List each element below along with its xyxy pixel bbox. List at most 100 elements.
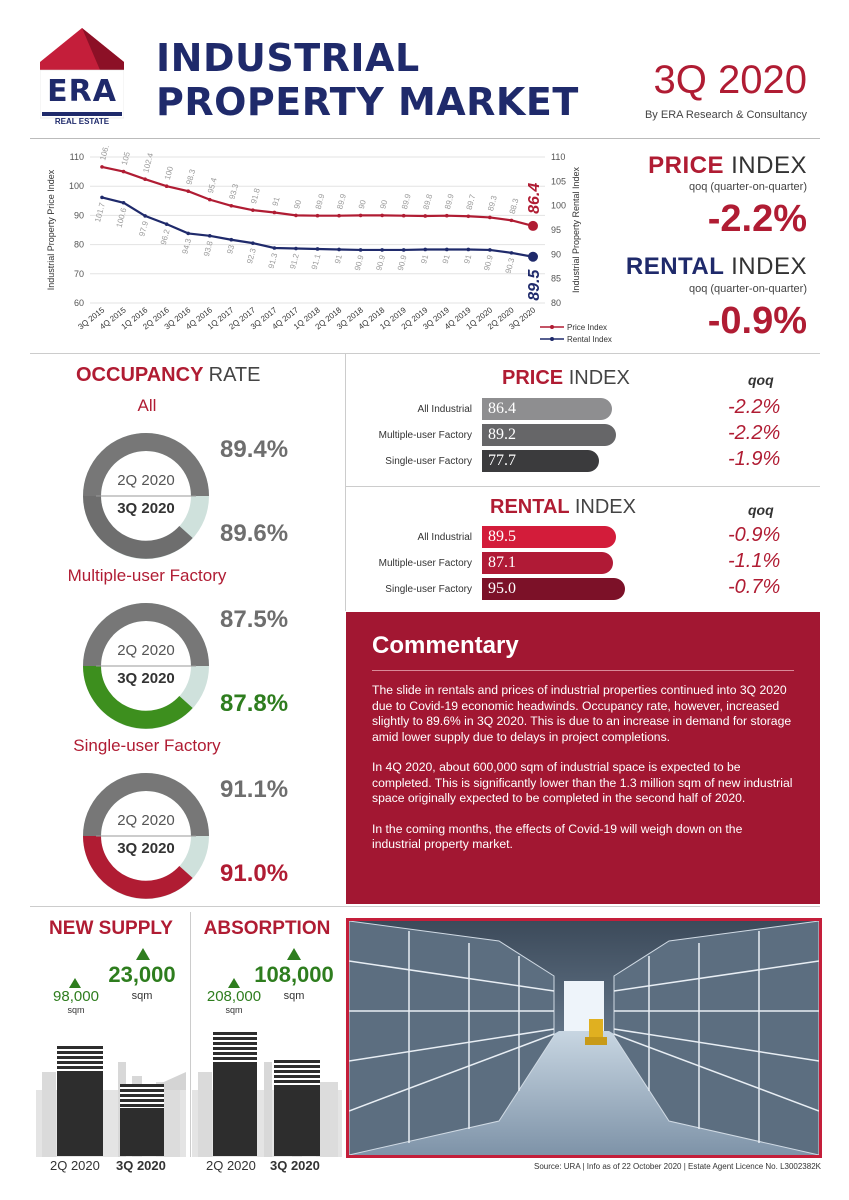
y-tick-label: 80 [74,240,84,250]
legend-marker [550,325,554,329]
occupancy-category-label: Multiple-user Factory [67,566,227,585]
y2-tick-label: 105 [551,176,566,186]
rental-index-point [186,231,190,236]
commentary-paragraph-1: The slide in rentals and prices of indus… [372,683,792,744]
price-index-point [488,215,492,220]
price-index-point [528,220,538,231]
rental-data-label: 90.9 [374,254,387,272]
price-data-label: 89.9 [400,192,413,210]
occupancy-prev-value: 91.1% [220,776,289,803]
rental-last-label: 89.5 [526,269,543,301]
warehouse-photo [346,918,822,1158]
price-data-label: 88.3 [508,197,521,215]
bar-row-label: Single-user Factory [385,584,472,595]
legend-marker [550,337,554,341]
occupancy-category-label: Single-user Factory [73,736,221,755]
new-supply-panel: NEW SUPPLY 98,000 sqm 23,000 sqm [36,912,186,1157]
rental-index-point [100,195,104,200]
y2-tick-label: 110 [551,152,565,162]
price-data-label: 90 [357,198,368,209]
title-line-2: PROPERTY MARKET [156,80,579,124]
rental-index-point [423,247,428,252]
y-tick-label: 60 [74,298,84,308]
new-supply-title: NEW SUPPLY [49,918,173,939]
price-index-point [229,203,234,208]
price-data-label: 89.9 [335,192,348,210]
commentary-title: Commentary [372,632,519,659]
rental-data-label: 91 [333,253,344,264]
price-data-label: 89.9 [314,192,327,210]
price-data-label: 98.3 [184,168,197,186]
price-data-label: 93.3 [228,182,241,200]
y-tick-label: 100 [69,181,84,191]
price-index-point [358,213,363,218]
bar-row-label: All Industrial [417,532,472,543]
index-bar: 86.4 [482,398,612,420]
absorption-prev-value: 208,000 [206,988,262,1005]
rental-bars-index-word: INDEX [574,496,636,518]
price-index-point [186,189,190,193]
era-logo: ERA REAL ESTATE [39,26,125,126]
rental-index-point [251,241,255,245]
supply-curr-label: 3Q 2020 [116,1158,166,1173]
donut-curr-arc [83,665,193,729]
price-qoq-description: qoq (quarter-on-quarter) [688,181,807,193]
rental-data-label: 100.6 [115,206,129,228]
rental-qoq-value: -0.9% [707,300,807,342]
occupancy-heading: OCCUPANCY RATE [76,364,260,387]
y2-tick-label: 90 [551,249,561,259]
price-index-point [251,208,255,212]
rental-data-label: 92.3 [245,247,258,265]
rental-index-point [121,200,126,205]
price-index-point [337,213,341,218]
donut-prev-arc [83,773,209,837]
legend-label: Rental Index [567,335,612,344]
occupancy-curr-value: 91.0% [220,860,289,887]
index-bar: 89.5 [482,526,616,548]
page-title: INDUSTRIAL PROPERTY MARKET [156,36,579,124]
supply-curr-unit: sqm [131,990,153,1002]
y-tick-label: 70 [74,269,84,279]
price-index-point [272,210,277,215]
price-data-label: 91.8 [249,187,262,205]
y2-tick-label: 100 [551,201,566,211]
supply-prev-value: 98,000 [53,988,99,1005]
index-line-chart: 60 70 80 90 100 110 80 85 90 95 100 105 110 Industria… [46,145,612,344]
price-index-point [100,165,104,169]
price-data-label: 100 [163,165,175,181]
index-bar: 77.7 [482,450,599,472]
donut-curr-arc [83,835,193,899]
absorption-title: ABSORPTION [203,918,331,939]
price-bars-heading: PRICE INDEX [502,367,630,390]
price-index-point [143,177,147,181]
absorption-panel: ABSORPTION 208,000 sqm 108,000 sqm [192,912,342,1157]
section-divider [30,353,820,354]
bar-row-label: Multiple-user Factory [378,430,472,441]
bar-qoq-value: -1.1% [728,550,781,572]
donut-prev-arc [83,433,209,497]
bar-qoq-value: -0.9% [728,524,781,546]
index-bar: 95.0 [482,578,625,600]
rental-index-point [229,237,234,242]
y-tick-label: 90 [74,210,84,220]
rental-data-label: 93.8 [202,240,215,258]
price-index-point [509,218,514,223]
occupancy-category-label: All [137,396,157,415]
occupancy-donut: 2Q 2020 3Q 2020 [80,430,212,562]
price-index-point [294,213,298,218]
donut-prev-label: 2Q 2020 [117,472,175,489]
y-tick-label: 110 [70,152,84,162]
bar-row-label: All Industrial [417,404,472,415]
absorption-prev-unit: sqm [225,1005,243,1015]
y-axis-label: Industrial Property Price Index [46,169,56,290]
rental-index-point [466,247,471,252]
donut-prev-label: 2Q 2020 [117,812,175,829]
rental-index-point [164,222,169,226]
supply-prev-label: 2Q 2020 [50,1158,100,1173]
price-index-point [401,213,406,218]
supply-building-curr [120,1084,164,1156]
occupancy-curr-value: 89.6% [220,520,289,547]
donut-prev-label: 2Q 2020 [117,642,175,659]
y2-axis-label: Industrial Property Rental Index [571,166,581,293]
occupancy-prev-value: 87.5% [220,606,289,633]
